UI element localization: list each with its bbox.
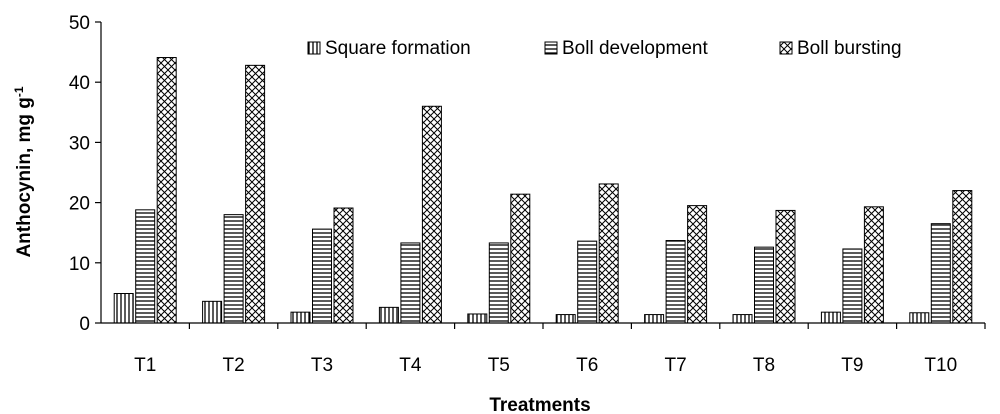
x-tick-label: T1 (134, 355, 156, 376)
bar-boll-bursting-t10 (952, 190, 973, 324)
bar-square-formation-t1 (113, 293, 134, 324)
bar-boll-bursting-t3 (333, 207, 354, 324)
bar-square-formation-t8 (732, 314, 753, 324)
y-axis-title-superscript: -1 (12, 86, 26, 97)
x-tick-label: T8 (753, 355, 775, 376)
y-axis-title-text: Anthocynin, mg g (14, 97, 35, 257)
y-axis-title: Anthocynin, mg g-1 (12, 86, 35, 257)
bar-boll-development-t8 (754, 246, 774, 324)
x-tick-label: T3 (311, 355, 333, 376)
bar-boll-bursting-t6 (598, 183, 619, 324)
legend-label: Boll bursting (797, 38, 902, 59)
legend-swatch (544, 41, 558, 55)
bar-boll-development-t4 (400, 242, 421, 324)
legend-swatch (779, 41, 793, 55)
bar-square-formation-t6 (555, 314, 576, 324)
x-axis-ticks: T1 T2 T3 T4 T5 T6 T7 T8 T9 T10 (134, 323, 986, 376)
y-tick-label: 10 (69, 254, 90, 275)
bar-boll-development-t1 (135, 209, 156, 324)
bar-boll-bursting-t5 (510, 193, 531, 324)
bar-square-formation-t10 (909, 312, 930, 324)
y-tick-label: 50 (69, 13, 90, 34)
bar-boll-bursting-t1 (156, 57, 177, 324)
y-axis-ticks: 0 10 20 30 40 50 (69, 13, 101, 335)
bar-boll-bursting-t7 (687, 205, 708, 324)
x-tick-label: T6 (576, 355, 598, 376)
y-tick-label: 40 (69, 73, 90, 94)
bar-square-formation-t9 (820, 311, 841, 324)
bar-square-formation-t4 (378, 306, 399, 324)
bar-boll-development-t5 (488, 242, 509, 324)
bar-boll-development-t2 (223, 214, 244, 324)
x-axis-title: Treatments (489, 395, 590, 414)
bar-boll-bursting-t2 (245, 64, 266, 324)
legend: Square formation Boll development Boll bur… (307, 38, 902, 59)
x-tick-label: T10 (924, 355, 957, 376)
legend-label: Boll development (562, 38, 708, 59)
bar-square-formation-t3 (290, 311, 311, 324)
bar-boll-bursting-t9 (863, 206, 884, 324)
bar-square-formation-t7 (644, 314, 665, 324)
bars (113, 57, 973, 324)
bar-boll-bursting-t4 (421, 105, 442, 324)
bar-boll-development-t9 (842, 248, 863, 324)
bar-boll-bursting-t8 (775, 209, 796, 324)
y-tick-label: 20 (69, 194, 90, 215)
bar-boll-development-t3 (312, 228, 332, 324)
y-tick-label: 30 (69, 133, 90, 154)
x-tick-label: T9 (841, 355, 863, 376)
x-tick-label: T2 (223, 355, 245, 376)
legend-label: Square formation (325, 38, 471, 59)
bar-boll-development-t10 (930, 223, 951, 324)
x-tick-label: T7 (665, 355, 687, 376)
bar-boll-development-t6 (577, 240, 598, 324)
x-tick-label: T4 (399, 355, 422, 376)
bar-square-formation-t5 (467, 313, 488, 324)
bar-boll-development-t7 (665, 240, 686, 324)
x-tick-label: T5 (488, 355, 510, 376)
legend-swatch (307, 41, 321, 55)
bar-square-formation-t2 (202, 300, 223, 324)
y-tick-label: 0 (79, 314, 90, 335)
